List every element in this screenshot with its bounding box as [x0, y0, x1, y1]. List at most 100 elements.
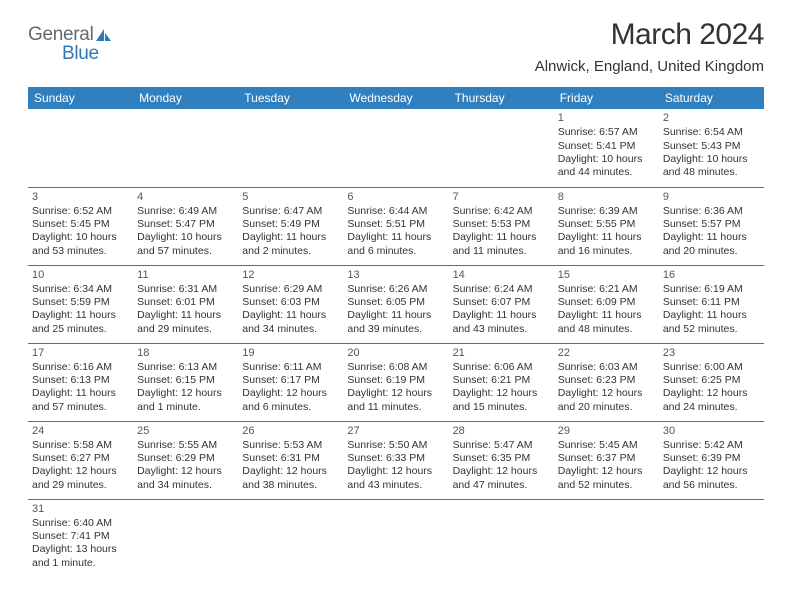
- daylight-text: Daylight: 11 hours and 25 minutes.: [32, 309, 129, 336]
- calendar-day-cell: 25Sunrise: 5:55 AMSunset: 6:29 PMDayligh…: [133, 421, 238, 499]
- calendar-day-cell: 31Sunrise: 6:40 AMSunset: 7:41 PMDayligh…: [28, 499, 133, 577]
- sunset-text: Sunset: 7:41 PM: [32, 530, 129, 543]
- weekday-header: Friday: [554, 87, 659, 109]
- daylight-text: Daylight: 12 hours and 43 minutes.: [347, 465, 444, 492]
- daylight-text: Daylight: 12 hours and 15 minutes.: [453, 387, 550, 414]
- sunset-text: Sunset: 5:53 PM: [453, 218, 550, 231]
- day-number: 23: [663, 346, 760, 360]
- calendar-empty-cell: [343, 499, 448, 577]
- daylight-text: Daylight: 11 hours and 43 minutes.: [453, 309, 550, 336]
- day-number: 13: [347, 268, 444, 282]
- calendar-week-row: 1Sunrise: 6:57 AMSunset: 5:41 PMDaylight…: [28, 109, 764, 187]
- daylight-text: Daylight: 11 hours and 11 minutes.: [453, 231, 550, 258]
- calendar-day-cell: 4Sunrise: 6:49 AMSunset: 5:47 PMDaylight…: [133, 187, 238, 265]
- day-number: 29: [558, 424, 655, 438]
- sunrise-text: Sunrise: 6:39 AM: [558, 205, 655, 218]
- sunrise-text: Sunrise: 5:58 AM: [32, 439, 129, 452]
- sunrise-text: Sunrise: 6:11 AM: [242, 361, 339, 374]
- sunrise-text: Sunrise: 6:26 AM: [347, 283, 444, 296]
- day-number: 21: [453, 346, 550, 360]
- day-number: 8: [558, 190, 655, 204]
- day-number: 2: [663, 111, 760, 125]
- daylight-text: Daylight: 12 hours and 38 minutes.: [242, 465, 339, 492]
- calendar-empty-cell: [449, 499, 554, 577]
- sunset-text: Sunset: 6:07 PM: [453, 296, 550, 309]
- sunrise-text: Sunrise: 6:21 AM: [558, 283, 655, 296]
- calendar-day-cell: 13Sunrise: 6:26 AMSunset: 6:05 PMDayligh…: [343, 265, 448, 343]
- daylight-text: Daylight: 11 hours and 39 minutes.: [347, 309, 444, 336]
- calendar-table: SundayMondayTuesdayWednesdayThursdayFrid…: [28, 87, 764, 577]
- daylight-text: Daylight: 11 hours and 20 minutes.: [663, 231, 760, 258]
- sunset-text: Sunset: 5:49 PM: [242, 218, 339, 231]
- sunset-text: Sunset: 6:13 PM: [32, 374, 129, 387]
- sunrise-text: Sunrise: 6:16 AM: [32, 361, 129, 374]
- sunset-text: Sunset: 6:35 PM: [453, 452, 550, 465]
- calendar-day-cell: 8Sunrise: 6:39 AMSunset: 5:55 PMDaylight…: [554, 187, 659, 265]
- sunrise-text: Sunrise: 6:52 AM: [32, 205, 129, 218]
- calendar-empty-cell: [238, 109, 343, 187]
- calendar-day-cell: 19Sunrise: 6:11 AMSunset: 6:17 PMDayligh…: [238, 343, 343, 421]
- day-number: 9: [663, 190, 760, 204]
- calendar-day-cell: 14Sunrise: 6:24 AMSunset: 6:07 PMDayligh…: [449, 265, 554, 343]
- calendar-empty-cell: [554, 499, 659, 577]
- calendar-week-row: 24Sunrise: 5:58 AMSunset: 6:27 PMDayligh…: [28, 421, 764, 499]
- day-number: 24: [32, 424, 129, 438]
- daylight-text: Daylight: 12 hours and 47 minutes.: [453, 465, 550, 492]
- calendar-empty-cell: [659, 499, 764, 577]
- sunrise-text: Sunrise: 6:57 AM: [558, 126, 655, 139]
- sunset-text: Sunset: 5:55 PM: [558, 218, 655, 231]
- calendar-page: GeneralBlue March 2024 Alnwick, England,…: [0, 0, 792, 587]
- day-number: 25: [137, 424, 234, 438]
- sunrise-text: Sunrise: 6:19 AM: [663, 283, 760, 296]
- sunrise-text: Sunrise: 6:06 AM: [453, 361, 550, 374]
- sunrise-text: Sunrise: 6:03 AM: [558, 361, 655, 374]
- calendar-day-cell: 12Sunrise: 6:29 AMSunset: 6:03 PMDayligh…: [238, 265, 343, 343]
- location-text: Alnwick, England, United Kingdom: [535, 58, 764, 75]
- sunset-text: Sunset: 5:43 PM: [663, 140, 760, 153]
- sunset-text: Sunset: 6:11 PM: [663, 296, 760, 309]
- daylight-text: Daylight: 11 hours and 29 minutes.: [137, 309, 234, 336]
- calendar-empty-cell: [133, 499, 238, 577]
- calendar-day-cell: 24Sunrise: 5:58 AMSunset: 6:27 PMDayligh…: [28, 421, 133, 499]
- day-number: 18: [137, 346, 234, 360]
- daylight-text: Daylight: 10 hours and 53 minutes.: [32, 231, 129, 258]
- calendar-week-row: 31Sunrise: 6:40 AMSunset: 7:41 PMDayligh…: [28, 499, 764, 577]
- calendar-week-row: 17Sunrise: 6:16 AMSunset: 6:13 PMDayligh…: [28, 343, 764, 421]
- sunset-text: Sunset: 6:03 PM: [242, 296, 339, 309]
- day-number: 31: [32, 502, 129, 516]
- day-number: 12: [242, 268, 339, 282]
- sunset-text: Sunset: 6:05 PM: [347, 296, 444, 309]
- sunrise-text: Sunrise: 6:36 AM: [663, 205, 760, 218]
- calendar-empty-cell: [343, 109, 448, 187]
- calendar-day-cell: 16Sunrise: 6:19 AMSunset: 6:11 PMDayligh…: [659, 265, 764, 343]
- weekday-header: Saturday: [659, 87, 764, 109]
- calendar-header: SundayMondayTuesdayWednesdayThursdayFrid…: [28, 87, 764, 109]
- daylight-text: Daylight: 12 hours and 6 minutes.: [242, 387, 339, 414]
- weekday-header: Sunday: [28, 87, 133, 109]
- sunset-text: Sunset: 6:31 PM: [242, 452, 339, 465]
- day-number: 28: [453, 424, 550, 438]
- calendar-empty-cell: [28, 109, 133, 187]
- daylight-text: Daylight: 12 hours and 20 minutes.: [558, 387, 655, 414]
- daylight-text: Daylight: 11 hours and 52 minutes.: [663, 309, 760, 336]
- sunrise-text: Sunrise: 5:55 AM: [137, 439, 234, 452]
- daylight-text: Daylight: 12 hours and 11 minutes.: [347, 387, 444, 414]
- daylight-text: Daylight: 13 hours and 1 minute.: [32, 543, 129, 570]
- sunrise-text: Sunrise: 5:50 AM: [347, 439, 444, 452]
- day-number: 3: [32, 190, 129, 204]
- sunrise-text: Sunrise: 6:40 AM: [32, 517, 129, 530]
- daylight-text: Daylight: 12 hours and 24 minutes.: [663, 387, 760, 414]
- sunrise-text: Sunrise: 5:53 AM: [242, 439, 339, 452]
- daylight-text: Daylight: 10 hours and 44 minutes.: [558, 153, 655, 180]
- day-number: 26: [242, 424, 339, 438]
- header-row: GeneralBlue March 2024 Alnwick, England,…: [28, 18, 764, 83]
- sunset-text: Sunset: 5:57 PM: [663, 218, 760, 231]
- sunrise-text: Sunrise: 6:00 AM: [663, 361, 760, 374]
- sunset-text: Sunset: 6:33 PM: [347, 452, 444, 465]
- calendar-day-cell: 11Sunrise: 6:31 AMSunset: 6:01 PMDayligh…: [133, 265, 238, 343]
- title-block: March 2024 Alnwick, England, United King…: [535, 18, 764, 83]
- calendar-empty-cell: [133, 109, 238, 187]
- calendar-day-cell: 5Sunrise: 6:47 AMSunset: 5:49 PMDaylight…: [238, 187, 343, 265]
- day-number: 22: [558, 346, 655, 360]
- daylight-text: Daylight: 11 hours and 2 minutes.: [242, 231, 339, 258]
